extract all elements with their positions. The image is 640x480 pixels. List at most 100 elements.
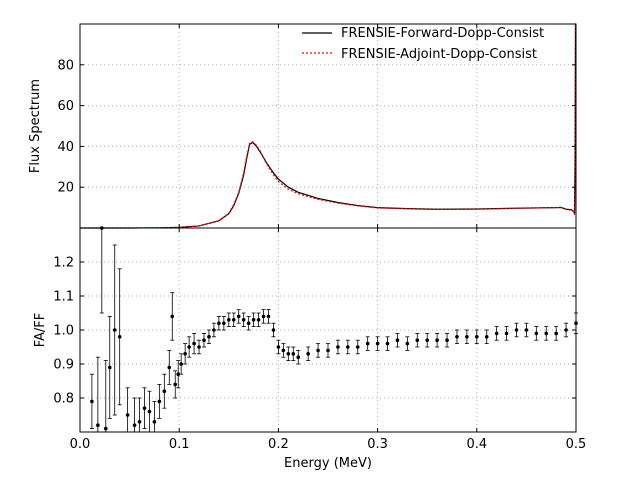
x-tick-label: 0.4 [466, 437, 487, 452]
ratio-point [147, 409, 152, 414]
ratio-point [484, 335, 489, 339]
x-tick-label: 0.0 [70, 437, 91, 452]
bottom-grid [79, 228, 577, 432]
ratio-point [544, 331, 549, 336]
ratio-point [365, 341, 370, 346]
ratio-point [112, 328, 117, 332]
bottom-ticks: 0.0 0.1 0.2 0.3 0.4 0.5 0.8 0.9 1.0 1.1 1.2 [53, 228, 586, 452]
ratio-point [465, 335, 469, 339]
ratio-point [554, 331, 558, 336]
ratio-point [405, 341, 410, 346]
top-panel: 20 40 60 80 Flux Spectrum FRENSIE-Forward-D… [28, 23, 577, 229]
legend: FRENSIE-Forward-Dopp-Consist FRENSIE-Adj… [302, 26, 544, 62]
ratio-point [137, 420, 142, 424]
bottom-ratio-points [89, 226, 578, 433]
ratio-point [534, 331, 539, 336]
bottom-y-axis-label: FA/FF [33, 313, 48, 348]
legend-label-forward: FRENSIE-Forward-Dopp-Consist [341, 26, 544, 41]
ratio-point [355, 345, 360, 349]
top-ticks: 20 40 60 80 [57, 24, 577, 228]
ratio-point [236, 314, 241, 319]
top-series-group [80, 23, 577, 229]
series-line-adjoint [80, 23, 577, 229]
ratio-point [435, 338, 439, 343]
x-tick-label: 0.1 [169, 437, 190, 452]
ratio-point [276, 345, 281, 349]
x-tick-label: 0.5 [566, 437, 587, 452]
ratio-point [564, 328, 568, 332]
bottom-y-tick-label: 1.1 [53, 290, 74, 305]
ratio-point [162, 389, 167, 394]
ratio-point [291, 352, 296, 356]
bottom-panel: 0.0 0.1 0.2 0.3 0.4 0.50.80.91.01.11.2 FA/FF … [33, 226, 586, 471]
top-y-tick-label: 20 [57, 181, 74, 196]
ratio-point [183, 352, 187, 356]
ratio-point [286, 352, 291, 356]
ratio-point [132, 423, 137, 428]
ratio-point [455, 335, 459, 339]
bottom-y-tick-label: 0.8 [53, 392, 74, 407]
bottom-y-tick-label: 0.9 [53, 358, 74, 373]
ratio-point [202, 338, 206, 343]
ratio-point [346, 345, 350, 349]
top-y-tick-label: 40 [57, 140, 74, 155]
ratio-point [326, 348, 330, 353]
ratio-point [157, 399, 162, 404]
ratio-point [425, 338, 430, 343]
ratio-point [256, 318, 261, 322]
top-y-axis-label: Flux Spectrum [28, 79, 43, 173]
ratio-point [281, 348, 286, 353]
bottom-y-tick-label: 1.0 [53, 324, 74, 339]
ratio-point [336, 345, 340, 349]
x-axis-label: Energy (MeV) [284, 456, 372, 471]
legend-label-adjoint: FRENSIE-Adjoint-Dopp-Consist [341, 47, 537, 62]
ratio-point [504, 331, 509, 336]
ratio-point [167, 365, 172, 370]
top-y-tick-label: 60 [57, 99, 74, 114]
ratio-point [385, 341, 390, 346]
ratio-point [176, 372, 181, 377]
ratio-point [173, 382, 178, 387]
ratio-point [395, 338, 400, 343]
ratio-point [217, 321, 221, 326]
ratio-point [524, 328, 529, 332]
ratio-point [90, 399, 94, 404]
ratio-point [415, 338, 420, 343]
ratio-point [212, 328, 216, 332]
ratio-point [514, 328, 519, 332]
ratio-point [197, 345, 201, 349]
ratio-point [107, 365, 112, 370]
ratio-point [316, 348, 320, 353]
ratio-point [241, 318, 246, 322]
ratio-point [179, 362, 183, 366]
ratio-point [125, 413, 130, 417]
ratio-point [231, 318, 236, 322]
ratio-point [117, 335, 122, 339]
ratio-point [494, 331, 499, 336]
ratio-point [375, 341, 380, 346]
ratio-point [475, 335, 479, 339]
ratio-point [445, 338, 449, 343]
ratio-point [103, 426, 108, 431]
top-grid [79, 24, 577, 228]
x-tick-label: 0.3 [367, 437, 388, 452]
top-y-tick-label: 80 [57, 58, 74, 73]
ratio-point [222, 321, 226, 326]
bottom-y-tick-label: 1.2 [53, 256, 74, 271]
ratio-point [261, 314, 266, 319]
ratio-point [266, 314, 271, 319]
ratio-point [187, 345, 191, 349]
ratio-point [152, 420, 157, 424]
ratio-point [96, 423, 100, 428]
ratio-point [142, 406, 147, 411]
ratio-point [306, 352, 310, 356]
ratio-point [271, 328, 276, 332]
ratio-point [192, 341, 196, 346]
ratio-point [246, 321, 251, 326]
x-tick-label: 0.2 [268, 437, 289, 452]
ratio-point [207, 335, 211, 339]
ratio-point [227, 318, 231, 322]
ratio-point [170, 314, 175, 319]
